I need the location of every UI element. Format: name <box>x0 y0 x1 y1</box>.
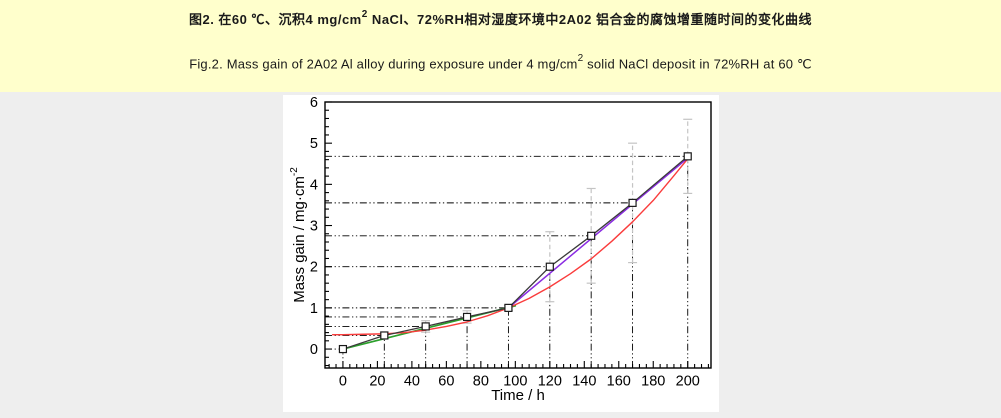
data-point-marker <box>545 262 554 271</box>
x-axis-label: Time / h <box>491 387 545 404</box>
measured-line <box>342 155 689 350</box>
y-tick-label: 3 <box>310 219 318 235</box>
x-tick-label: 20 <box>369 374 385 390</box>
caption-english-text: Fig.2. Mass gain of 2A02 Al alloy during… <box>189 56 578 72</box>
data-points <box>338 152 692 354</box>
y-axis-label-superscript: -2 <box>289 167 301 177</box>
x-tick-label: 0 <box>339 374 347 390</box>
data-point-marker <box>628 198 637 207</box>
y-axis-label-wrap: Mass gain / mg·cm-2 <box>283 102 315 368</box>
x-tick-label: 160 <box>607 374 631 390</box>
y-axis-label: Mass gain / mg·cm-2 <box>289 167 309 303</box>
x-tick-label: 40 <box>404 374 420 390</box>
figure-panel: 0 20 40 60 80 100 120 140 160 180 200 0 1 2 3 4 5 6 <box>283 95 719 412</box>
x-tick-label: 120 <box>538 374 562 390</box>
chart-svg: 0 20 40 60 80 100 120 140 160 180 200 0 1 2 3 4 5 6 <box>310 95 712 390</box>
caption-english-superscript: 2 <box>577 53 584 64</box>
x-tick-label: 140 <box>572 374 596 390</box>
plot-frame <box>324 101 712 369</box>
x-tick-label: 200 <box>676 374 700 390</box>
y-tick-label: 5 <box>310 136 318 152</box>
data-point-marker <box>421 322 430 331</box>
caption-band: 图2. 在60 ℃、沉积4 mg/cm2 NaCl、72%RH相对湿度环境中2A… <box>0 0 1001 92</box>
y-axis-label-text: Mass gain / mg·cm <box>291 176 309 303</box>
y-tick-label: 6 <box>310 95 318 111</box>
y-tick-label: 4 <box>310 177 318 193</box>
data-point-marker <box>504 303 513 312</box>
x-tick-label: 100 <box>503 374 527 390</box>
caption-english: Fig.2. Mass gain of 2A02 Al alloy during… <box>0 28 1001 72</box>
y-tick-label: 2 <box>310 260 318 276</box>
caption-chinese-text: 图2. 在60 ℃、沉积4 mg/cm <box>188 12 362 27</box>
fit-line-3 <box>507 157 689 309</box>
data-point-marker <box>462 312 472 322</box>
data-point-marker <box>683 152 692 161</box>
data-point-marker <box>380 331 389 340</box>
x-tick-label: 80 <box>473 374 489 390</box>
data-point-marker <box>338 344 348 354</box>
x-tick-label: 60 <box>438 374 454 390</box>
data-point-marker <box>587 231 596 240</box>
caption-chinese: 图2. 在60 ℃、沉积4 mg/cm2 NaCl、72%RH相对湿度环境中2A… <box>0 0 1001 28</box>
caption-english-text-cont: solid NaCl deposit in 72%RH at 60 ℃ <box>583 56 812 72</box>
x-tick-label: 180 <box>641 374 665 390</box>
caption-chinese-text-cont: NaCl、72%RH相对湿度环境中2A02 铝合金的腐蚀增重随时间的变化曲线 <box>367 12 813 27</box>
error-bars <box>379 118 693 340</box>
tick-labels: 0 20 40 60 80 100 120 140 160 180 200 0 1 2 3 4 5 6 <box>310 95 700 390</box>
axis-ticks <box>325 101 709 368</box>
caption-chinese-superscript: 2 <box>361 8 368 20</box>
y-tick-label: 0 <box>310 342 318 358</box>
y-tick-label: 1 <box>310 301 318 317</box>
